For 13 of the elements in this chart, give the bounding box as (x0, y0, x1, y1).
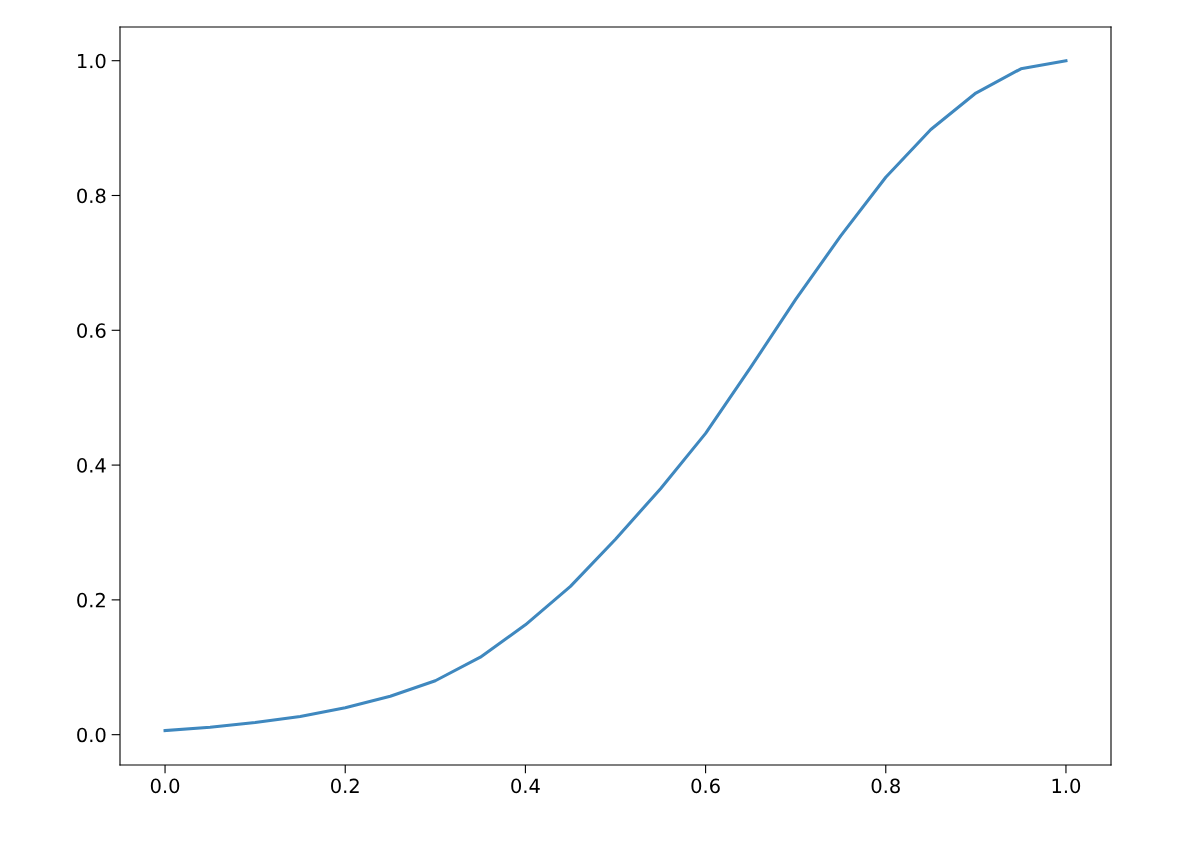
y-tick-label: 0.2 (77, 592, 105, 608)
line-series (163, 59, 1068, 733)
y-tick-label: 1.0 (78, 53, 106, 69)
x-tick-label: 1.0 (1052, 778, 1081, 794)
y-tick-label: 0.6 (77, 323, 106, 338)
y-tick-label: 0.8 (77, 188, 106, 204)
y-tick-label: 0.0 (77, 727, 106, 743)
x-tick-label: 0.2 (331, 778, 359, 794)
x-tick-label: 0.4 (511, 778, 540, 794)
x-tick-label: 0.8 (871, 778, 900, 794)
x-tick-label: 0.6 (691, 778, 720, 794)
y-tick-label: 0.4 (77, 458, 106, 473)
x-tick-label: 0.0 (150, 778, 180, 794)
